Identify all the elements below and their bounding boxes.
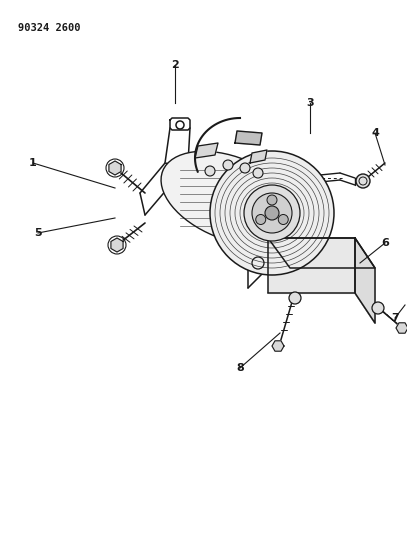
Text: 7: 7: [391, 313, 399, 323]
Circle shape: [256, 214, 266, 224]
Text: 5: 5: [34, 228, 42, 238]
Circle shape: [278, 214, 288, 224]
Circle shape: [223, 160, 233, 170]
Polygon shape: [272, 341, 284, 351]
Circle shape: [356, 174, 370, 188]
Text: 8: 8: [236, 363, 244, 373]
Circle shape: [252, 193, 292, 233]
Polygon shape: [163, 163, 190, 193]
Circle shape: [253, 168, 263, 178]
Polygon shape: [111, 238, 123, 252]
Ellipse shape: [166, 191, 184, 199]
Polygon shape: [195, 143, 218, 158]
Text: 3: 3: [306, 98, 314, 108]
Polygon shape: [235, 131, 262, 145]
Text: 4: 4: [371, 128, 379, 138]
Circle shape: [240, 163, 250, 173]
Polygon shape: [355, 238, 375, 323]
Circle shape: [289, 292, 301, 304]
Circle shape: [372, 302, 384, 314]
Text: 6: 6: [381, 238, 389, 248]
Polygon shape: [268, 238, 355, 293]
Circle shape: [210, 151, 334, 275]
Ellipse shape: [166, 179, 184, 187]
Circle shape: [205, 166, 215, 176]
Circle shape: [267, 195, 277, 205]
Circle shape: [265, 206, 279, 220]
Polygon shape: [268, 238, 375, 268]
Polygon shape: [250, 150, 267, 163]
Text: 90324 2600: 90324 2600: [18, 23, 81, 33]
Text: 2: 2: [171, 60, 179, 70]
Polygon shape: [109, 161, 121, 175]
Polygon shape: [396, 323, 407, 333]
Circle shape: [244, 185, 300, 241]
Ellipse shape: [161, 151, 299, 245]
Text: 1: 1: [29, 158, 37, 168]
